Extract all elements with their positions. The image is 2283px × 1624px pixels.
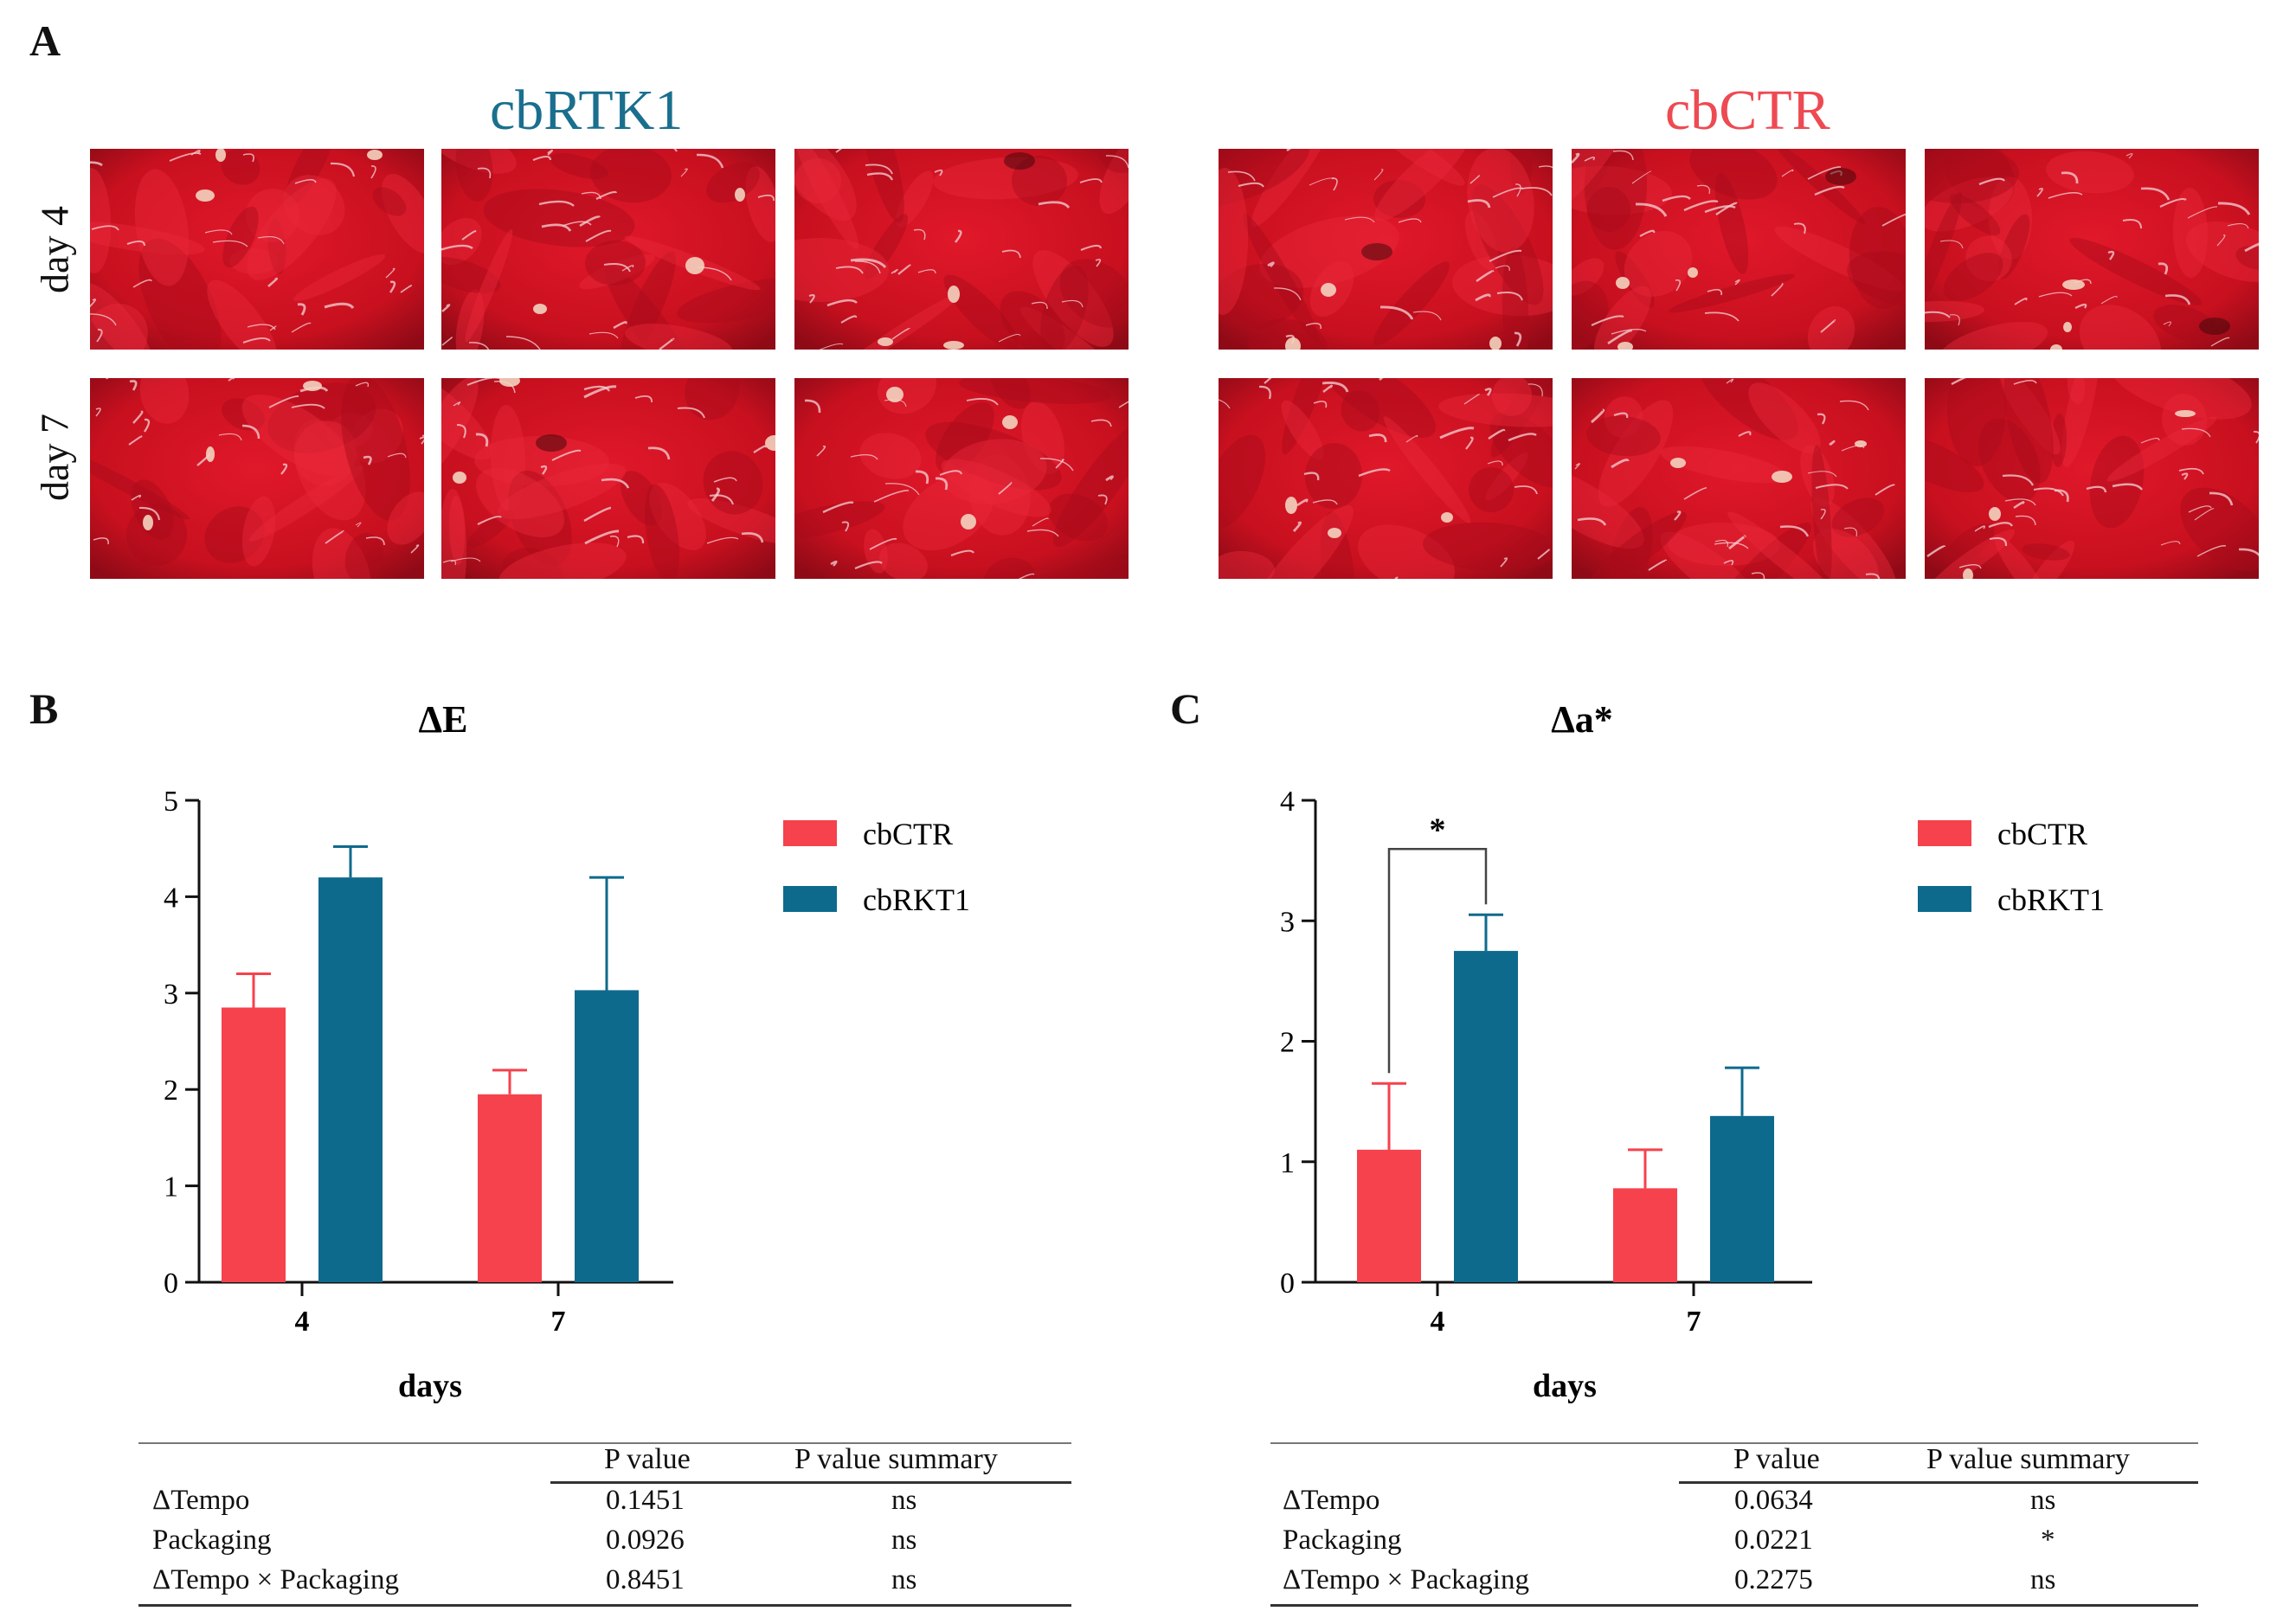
meat-sample-photo (90, 149, 424, 350)
table-row-label: ΔTempo × Packaging (152, 1564, 399, 1595)
y-tick-label: 4 (164, 882, 178, 914)
legend-swatch (783, 886, 837, 912)
significance-bracket (1387, 848, 1488, 1074)
x-tick-label: 4 (295, 1306, 310, 1338)
meat-sample-photo (90, 378, 424, 579)
table-bottom-rule (1270, 1604, 2198, 1607)
panel-letter-a: A (29, 16, 61, 65)
table-row-pvalue: 0.0634 (1734, 1485, 1813, 1516)
meat-sample-photo (1219, 378, 1553, 579)
y-tick-label: 5 (164, 786, 178, 818)
legend-swatch (1918, 820, 1971, 846)
table-header-summary: P value summary (794, 1443, 998, 1475)
legend-label: cbCTR (863, 817, 953, 851)
y-tick-label: 4 (1280, 786, 1295, 818)
legend-swatch (783, 820, 837, 846)
table-bottom-rule (138, 1604, 1071, 1607)
meat-sample-photo (441, 149, 775, 350)
table-header-pvalue: P value (1733, 1443, 1820, 1475)
table-top-rule (1270, 1442, 2198, 1444)
table-row-summary: * (2041, 1525, 2055, 1556)
meat-sample-photo (794, 378, 1129, 579)
bar (1710, 1115, 1774, 1282)
table-row-summary: ns (891, 1525, 917, 1556)
table-row-label: Packaging (152, 1525, 272, 1556)
legend-swatch (1918, 886, 1971, 912)
bar (1454, 951, 1518, 1282)
bar (318, 877, 383, 1282)
table-top-rule (138, 1442, 1071, 1444)
y-tick-label: 2 (164, 1075, 178, 1107)
y-tick-label: 2 (1280, 1027, 1295, 1059)
x-tick-label: 4 (1431, 1306, 1445, 1338)
chart-title: Δa* (1551, 698, 1613, 741)
row-label-day7: day 7 (32, 414, 77, 501)
table-row-summary: ns (891, 1485, 917, 1516)
table-header-pvalue: P value (604, 1443, 691, 1475)
group-title-cbctr: cbCTR (1665, 79, 1830, 142)
table-row-summary: ns (2030, 1564, 2056, 1595)
legend-label: cbRKT1 (863, 883, 970, 917)
table-row-pvalue: 0.8451 (606, 1564, 685, 1595)
group-title-cbrtk1: cbRTK1 (490, 79, 684, 142)
y-tick-label: 3 (1280, 906, 1295, 938)
meat-sample-photo (1219, 149, 1553, 350)
panel-letter-c: C (1170, 684, 1202, 733)
y-tick-label: 1 (1280, 1147, 1295, 1179)
bar (1613, 1188, 1677, 1282)
x-tick-label: 7 (551, 1306, 566, 1338)
table-row-label: ΔTempo (1283, 1485, 1380, 1516)
significance-label: * (1430, 812, 1446, 848)
x-axis-label: days (1533, 1368, 1597, 1404)
table-row-label: ΔTempo (152, 1485, 250, 1516)
bar (1357, 1149, 1421, 1282)
table-row-pvalue: 0.0926 (606, 1525, 685, 1556)
table-row-label: Packaging (1283, 1525, 1402, 1556)
y-tick-label: 0 (164, 1268, 178, 1300)
meat-sample-photo (1925, 378, 2259, 579)
table-row-pvalue: 0.0221 (1734, 1525, 1813, 1556)
legend-label: cbCTR (1997, 817, 2087, 851)
table-row-pvalue: 0.2275 (1734, 1564, 1813, 1595)
y-tick-label: 1 (164, 1171, 178, 1204)
row-label-day4: day 4 (32, 206, 77, 293)
chart-title: ΔE (419, 698, 468, 741)
chart-delta-a: Δa* 0 1 2 3 4 4 * 7 days cbCTR cbRKT1 (1280, 698, 2105, 1404)
legend-label: cbRKT1 (1997, 883, 2105, 917)
bar (575, 990, 639, 1282)
table-header-rule (1679, 1481, 2198, 1484)
table-row-label: ΔTempo × Packaging (1283, 1564, 1529, 1595)
table-row-summary: ns (2030, 1485, 2056, 1516)
bar (478, 1094, 542, 1282)
meat-sample-photo (1572, 378, 1906, 579)
x-axis-label: days (398, 1368, 462, 1404)
panel-letter-b: B (29, 684, 59, 733)
table-row-summary: ns (891, 1564, 917, 1595)
meat-sample-photo (1925, 149, 2259, 350)
y-tick-label: 3 (164, 979, 178, 1011)
chart-delta-e: ΔE 0 1 2 3 4 5 4 7 days cbCTR cbRKT1 (164, 698, 970, 1404)
meat-sample-photo (441, 378, 775, 579)
table-header-rule (550, 1481, 1071, 1484)
x-tick-label: 7 (1687, 1306, 1701, 1338)
y-tick-label: 0 (1280, 1268, 1295, 1300)
table-row-pvalue: 0.1451 (606, 1485, 685, 1516)
meat-sample-photo (794, 149, 1129, 350)
bar (222, 1007, 286, 1282)
table-header-summary: P value summary (1926, 1443, 2130, 1475)
meat-sample-photo (1572, 149, 1906, 350)
